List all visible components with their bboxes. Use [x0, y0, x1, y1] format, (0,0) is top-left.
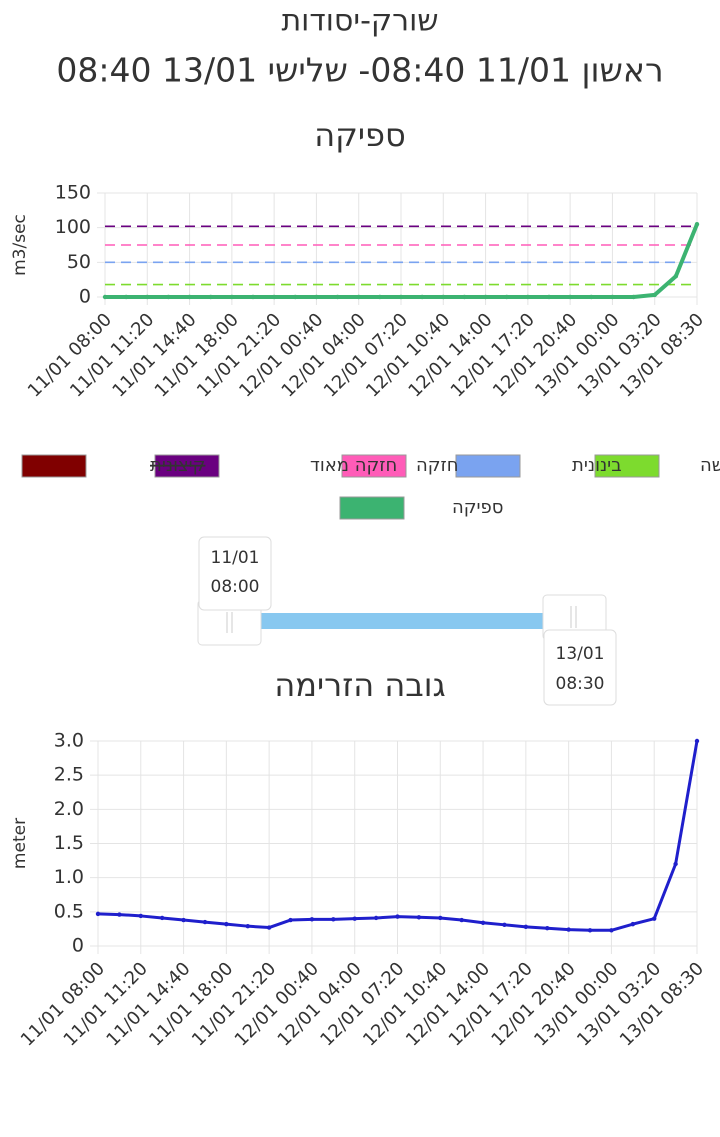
data-point [609, 928, 614, 933]
legend-label[interactable]: ספיקה [452, 497, 503, 518]
data-point [314, 294, 319, 300]
data-point [181, 917, 186, 923]
data-point [224, 921, 229, 927]
data-point [502, 922, 507, 928]
data-point [673, 274, 679, 279]
data-point [266, 925, 272, 930]
data-point [117, 912, 122, 917]
data-point [631, 294, 636, 300]
legend-label[interactable]: קיצונית [150, 455, 205, 476]
data-point [483, 294, 488, 300]
y-tick-label: 150 [55, 182, 91, 204]
data-point [610, 294, 615, 300]
data-point [398, 294, 404, 300]
data-point [395, 914, 400, 919]
data-point [523, 924, 529, 930]
y-tick-label: 3.0 [54, 730, 84, 752]
data-point [102, 294, 108, 300]
legend-label[interactable]: חזקה [416, 455, 459, 476]
data-point [202, 919, 208, 925]
data-point [630, 921, 636, 927]
data-point [589, 294, 594, 300]
data-point [377, 294, 383, 300]
data-point [546, 294, 552, 300]
data-point [95, 911, 101, 917]
data-point [441, 294, 446, 300]
data-point [356, 294, 361, 300]
data-point [166, 294, 171, 300]
data-point [525, 294, 531, 300]
data-point [288, 917, 293, 923]
page-subtitle: ראשון 11/01 08:40- שלישי 13/01 08:40 [56, 51, 663, 90]
page-title: שורק-יסודות [281, 4, 438, 39]
data-point [462, 294, 467, 300]
data-point [694, 738, 700, 744]
y-tick-label: 0 [72, 935, 84, 957]
y-tick-label: 50 [67, 251, 91, 273]
data-point [309, 917, 315, 922]
data-point [567, 294, 573, 300]
y-tick-label: 0 [79, 286, 91, 308]
y-tick-label: 2.0 [54, 798, 84, 820]
data-point [652, 916, 657, 921]
y-tick-label: 1.0 [54, 866, 84, 888]
data-point [293, 294, 298, 300]
legend-label[interactable]: בינונית [572, 455, 622, 476]
data-point [250, 294, 256, 300]
legend-swatch [455, 454, 521, 478]
data-point [566, 927, 571, 932]
y-tick-label: 1.5 [54, 832, 84, 854]
slider-tooltip-end [543, 629, 617, 706]
legend-swatch [341, 454, 407, 478]
data-point [480, 920, 486, 925]
data-point [145, 294, 150, 300]
slider-end-date: 13/01 [556, 644, 605, 664]
legend-swatch [21, 454, 87, 478]
legend-label[interactable]: חזקה מאוד [310, 455, 397, 476]
data-point [123, 294, 129, 300]
legend-label[interactable]: חלשה [700, 455, 720, 476]
slider-start-date: 11/01 [211, 548, 260, 568]
data-point [694, 222, 700, 227]
data-point [187, 294, 192, 300]
data-point [504, 294, 509, 300]
data-point [352, 916, 357, 921]
data-point [545, 926, 550, 931]
data-point [652, 292, 657, 298]
data-point [438, 915, 443, 921]
data-point [229, 294, 235, 300]
data-point [673, 861, 678, 867]
y-tick-label: 0.5 [54, 900, 84, 922]
chart-title: גובה הזרימה [274, 666, 445, 704]
data-point [138, 913, 143, 919]
y-tick-label: 100 [55, 216, 91, 238]
legend-swatch [339, 496, 405, 520]
data-point [587, 928, 593, 933]
data-point [335, 294, 340, 300]
data-point [271, 294, 277, 300]
data-point [419, 294, 425, 300]
data-point [373, 915, 379, 921]
chart-title: ספיקה [314, 116, 406, 154]
slider-start-time: 08:00 [211, 577, 260, 597]
slider-tooltip-start [198, 536, 272, 611]
slider-end-time: 08:30 [556, 674, 605, 694]
y-tick-label: 2.5 [54, 764, 84, 786]
data-point [159, 915, 165, 921]
y-axis-label: meter [10, 818, 30, 869]
data-point [331, 917, 336, 922]
data-point [416, 915, 422, 920]
y-axis-label: m3/sec [10, 214, 30, 276]
legend-swatch [594, 454, 660, 478]
slider-track[interactable] [230, 613, 575, 629]
data-point [245, 923, 250, 929]
data-point [459, 917, 464, 923]
legend-swatch [154, 454, 220, 478]
data-point [208, 294, 213, 300]
